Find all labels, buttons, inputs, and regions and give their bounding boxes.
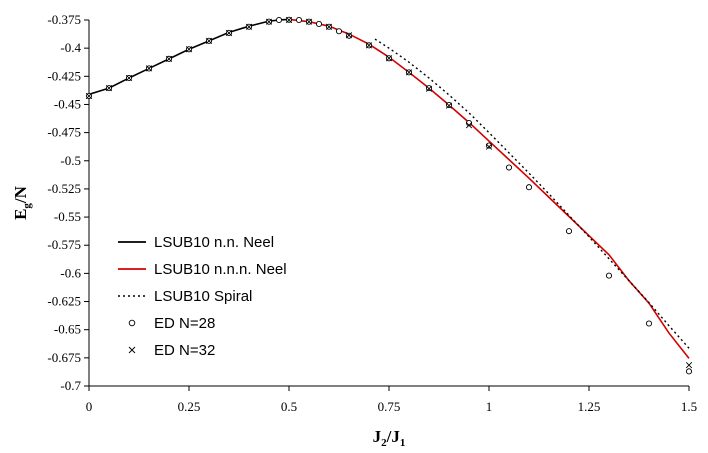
legend-label: LSUB10 n.n.n. Neel: [154, 261, 287, 278]
data-point-ed-n-28: [505, 164, 513, 171]
x-tick-label: 1: [486, 399, 493, 414]
data-point-ed-n-28: [335, 28, 343, 35]
data-point-ed-n-32: [365, 42, 373, 49]
data-point-ed-n-28: [485, 142, 493, 149]
data-point-ed-n-32: [185, 46, 193, 53]
data-point-ed-n-28: [315, 20, 323, 27]
data-point-ed-n-32: [165, 55, 173, 62]
y-tick-label: -0.425: [47, 68, 81, 83]
x-axis-title: J2/J1: [373, 427, 406, 449]
series-layer: [85, 16, 693, 375]
data-point-ed-n-28: [295, 16, 303, 24]
legend-label: LSUB10 Spiral: [154, 288, 252, 305]
x-tick-label: 0: [86, 399, 93, 414]
data-point-ed-n-32: [265, 18, 273, 25]
y-tick-label: -0.65: [54, 322, 81, 337]
data-point-ed-n-28: [565, 228, 573, 235]
data-point-ed-n-28: [685, 368, 693, 375]
series-line-lsub10-n-n-neel: [88, 18, 290, 97]
data-point-ed-n-32: [305, 18, 313, 25]
y-tick-label: -0.575: [47, 237, 81, 252]
legend-swatch-ed-n-28: [128, 319, 136, 327]
data-point-ed-n-28: [525, 184, 533, 191]
y-tick-label: -0.5: [60, 153, 81, 168]
x-tick-label: 1.25: [578, 399, 601, 414]
y-tick-label: -0.4: [60, 40, 81, 55]
data-point-ed-n-32: [225, 29, 233, 37]
data-point-ed-n-32: [465, 122, 473, 129]
y-axis-title: Eg/N: [11, 185, 33, 220]
data-point-ed-n-32: [685, 362, 693, 369]
data-point-ed-n-32: [125, 74, 133, 82]
data-point-ed-n-32: [405, 69, 413, 76]
data-point-ed-n-32: [105, 85, 113, 92]
y-tick-label: -0.675: [47, 350, 81, 365]
data-point-ed-n-32: [445, 102, 453, 109]
data-point-ed-n-32: [85, 92, 93, 100]
y-tick-label: -0.7: [60, 378, 81, 393]
data-point-ed-n-32: [245, 23, 253, 30]
data-point-ed-n-32: [205, 37, 213, 44]
y-tick-label: -0.375: [47, 12, 81, 27]
data-point-ed-n-32: [145, 65, 153, 72]
data-point-ed-n-32: [485, 143, 493, 150]
y-tick-label: -0.475: [47, 125, 81, 140]
data-point-ed-n-32: [345, 32, 353, 39]
data-point-ed-n-32: [425, 85, 433, 92]
x-tick-label: 0.25: [178, 399, 201, 414]
legend-swatch-ed-n-32: [128, 346, 136, 354]
series-line-lsub10-spiral: [374, 38, 690, 349]
y-tick-label: -0.55: [54, 209, 81, 224]
x-tick-label: 0.75: [378, 399, 401, 414]
data-point-ed-n-28: [645, 320, 653, 327]
data-point-ed-n-32: [385, 55, 393, 62]
x-tick-label: 0.5: [281, 399, 297, 414]
data-point-ed-n-32: [325, 23, 333, 30]
data-point-ed-n-28: [275, 16, 283, 24]
y-tick-label: -0.45: [54, 96, 81, 111]
series-line-lsub10-n-n-n-neel: [288, 18, 690, 359]
legend-label: ED N=28: [154, 315, 215, 332]
tick-group: -0.375 -0.4 -0.425 -0.45 -0.475 -0.5 -0.525 -0.…: [47, 12, 697, 414]
legend-label: ED N=32: [154, 342, 215, 359]
y-tick-label: -0.525: [47, 181, 81, 196]
x-tick-label: 1.5: [681, 399, 697, 414]
chart-legend: LSUB10 n.n. Neel LSUB10 n.n.n. Neel LSUB10…: [118, 234, 287, 359]
legend-label: LSUB10 n.n. Neel: [154, 234, 274, 251]
y-tick-label: -0.6: [60, 265, 81, 280]
data-point-ed-n-32: [285, 16, 293, 24]
data-point-ed-n-28: [605, 272, 613, 279]
y-tick-label: -0.625: [47, 294, 81, 309]
